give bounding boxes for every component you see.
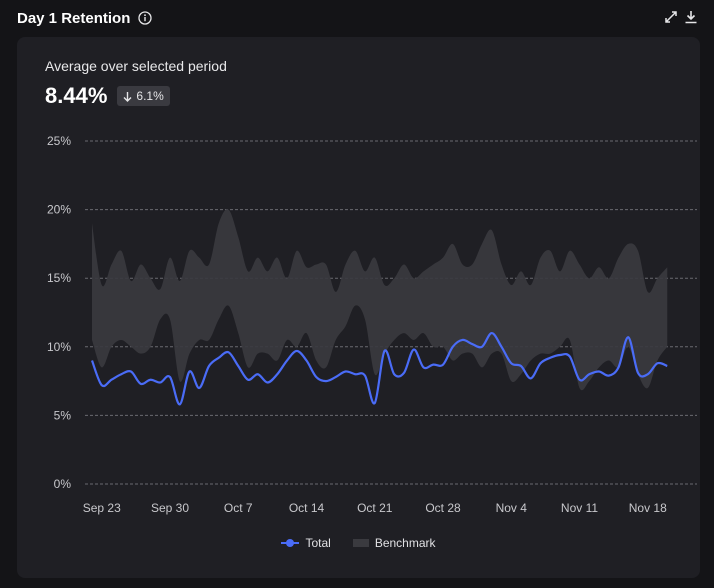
delta-value: 6.1% (136, 89, 164, 103)
retention-chart: 0% 5% 10% 15% 20% 25% Sep 23 Sep 30 Oct 7 Oct 14 O… (47, 134, 697, 515)
legend-label-benchmark: Benchmark (374, 536, 436, 550)
arrow-down-icon (123, 91, 132, 102)
x-tick-label: Nov 18 (629, 501, 667, 515)
delta-badge: 6.1% (117, 86, 170, 106)
legend-item-total[interactable]: Total (281, 536, 331, 550)
benchmark-band (92, 209, 668, 391)
x-tick-label: Sep 23 (83, 501, 121, 515)
header-actions (664, 10, 698, 24)
y-tick-label: 10% (47, 340, 71, 354)
summary-value: 8.44% (45, 83, 108, 108)
chart-card: Average over selected period 8.44% 6.1% … (17, 37, 700, 578)
info-icon[interactable] (138, 11, 153, 25)
x-tick-label: Oct 7 (224, 501, 253, 515)
legend-label-total: Total (305, 536, 331, 550)
legend-swatch-benchmark (352, 539, 369, 547)
total-line (90, 331, 668, 406)
x-tick-label: Sep 30 (151, 501, 189, 515)
x-tick-label: Oct 21 (357, 501, 393, 515)
chart-title: Day 1 Retention (17, 9, 131, 27)
chart-header: Day 1 Retention (17, 8, 153, 28)
y-tick-label: 0% (54, 477, 72, 491)
summary-label: Average over selected period (45, 58, 227, 74)
summary-metric: 8.44% 6.1% (45, 83, 170, 109)
y-tick-label: 25% (47, 134, 71, 148)
y-tick-label: 15% (47, 271, 71, 285)
x-tick-label: Nov 4 (496, 501, 528, 515)
legend-swatch-total (281, 538, 300, 548)
y-tick-label: 5% (54, 408, 72, 422)
x-tick-label: Nov 11 (561, 501, 598, 515)
chart-legend: Total Benchmark (17, 536, 700, 550)
y-tick-label: 20% (47, 203, 71, 217)
download-icon[interactable] (684, 10, 698, 24)
x-tick-label: Oct 14 (289, 501, 325, 515)
expand-icon[interactable] (664, 10, 678, 24)
x-tick-label: Oct 28 (425, 501, 461, 515)
legend-item-benchmark[interactable]: Benchmark (352, 536, 436, 550)
